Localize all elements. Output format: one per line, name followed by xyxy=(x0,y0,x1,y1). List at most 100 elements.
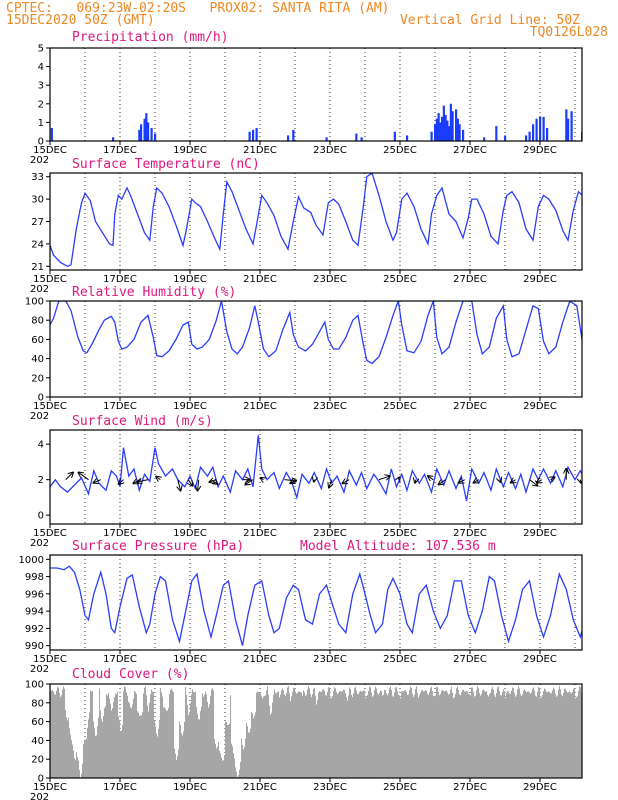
wind-vector xyxy=(137,480,149,482)
cloud-bar xyxy=(255,712,256,778)
cloud-bar xyxy=(346,697,347,778)
cloud-bar xyxy=(415,689,416,778)
x-year-label: 202 xyxy=(30,792,49,800)
cloud-bar xyxy=(137,711,138,778)
cloud-bar xyxy=(81,773,82,778)
cloud-bar xyxy=(397,691,398,778)
cloud-bar xyxy=(307,689,308,778)
cloud-bar xyxy=(453,698,454,778)
cloud-bar xyxy=(237,776,238,778)
precip-bar xyxy=(154,133,157,141)
cloud-bar xyxy=(289,693,290,778)
cloud-bar xyxy=(292,691,293,778)
cloud-bar xyxy=(343,689,344,778)
y-tick-label: 5 xyxy=(38,44,44,55)
cloud-bar xyxy=(394,692,395,778)
panel-frame xyxy=(49,554,583,651)
cloud-bar xyxy=(518,686,519,778)
cloud-bar xyxy=(86,738,87,778)
cloud-bar xyxy=(314,687,315,778)
precip-bar xyxy=(441,116,444,141)
panel-title: Surface Temperature (nC) xyxy=(72,157,260,172)
cloud-bar xyxy=(474,696,475,778)
wind-vector xyxy=(459,480,465,483)
cloud-bar xyxy=(309,688,310,778)
cloud-bar xyxy=(72,744,73,778)
cloud-bar xyxy=(310,693,311,778)
panel-frame xyxy=(49,47,583,142)
cloud-bar xyxy=(540,698,541,778)
cloud-bar xyxy=(549,691,550,778)
cloud-bar xyxy=(360,690,361,778)
precip-bar xyxy=(542,116,545,141)
cloud-bar xyxy=(537,691,538,778)
y-tick-label: 80 xyxy=(31,316,44,327)
cloud-bar xyxy=(386,693,387,778)
cloud-bar xyxy=(223,759,224,778)
cloud-bar xyxy=(246,723,247,778)
cloud-bar xyxy=(299,691,300,778)
cloud-bar xyxy=(247,726,248,778)
cloud-bar xyxy=(535,695,536,778)
cloud-bar xyxy=(563,692,564,778)
x-tick-label: 23DEC xyxy=(313,145,347,156)
cloud-bar xyxy=(556,696,557,778)
cloud-bar xyxy=(562,696,563,778)
cloud-bar xyxy=(519,688,520,778)
cloud-bar xyxy=(354,688,355,778)
cloud-bar xyxy=(241,738,242,778)
cloud-bar xyxy=(566,690,567,778)
cloud-bar xyxy=(405,690,406,778)
x-tick-label: 19DEC xyxy=(173,274,207,285)
cloud-bar xyxy=(92,691,93,778)
precip-bar xyxy=(355,133,358,141)
x-tick-label: 15DEC xyxy=(33,401,67,412)
cloud-bar xyxy=(409,690,410,778)
cloud-bar xyxy=(154,720,155,778)
cloud-bar xyxy=(387,695,388,778)
cloud-bar xyxy=(412,693,413,778)
y-tick-label: 990 xyxy=(25,641,44,652)
cloud-bar xyxy=(139,715,140,778)
cloud-bar xyxy=(352,697,353,778)
cloud-bar xyxy=(231,743,232,778)
cloud-bar xyxy=(205,691,206,778)
cloud-bar xyxy=(515,696,516,778)
y-tick-label: 60 xyxy=(31,717,44,728)
cloud-bar xyxy=(159,719,160,778)
cloud-bar xyxy=(521,696,522,778)
cloud-bar xyxy=(403,691,404,778)
cloud-bar xyxy=(442,689,443,778)
cloud-bar xyxy=(579,686,580,778)
cloud-bar xyxy=(239,769,240,778)
cloud-bar xyxy=(473,692,474,778)
cloud-bar xyxy=(458,689,459,778)
cloud-bar xyxy=(67,720,68,778)
cloud-bar xyxy=(527,691,528,778)
cloud-bar xyxy=(536,696,537,778)
cloud-bar xyxy=(318,692,319,778)
cloud-bar xyxy=(269,705,270,778)
cloud-bar xyxy=(498,686,499,778)
cloud-bar xyxy=(355,687,356,778)
cloud-bar xyxy=(257,691,258,778)
cloud-bar xyxy=(216,748,217,778)
x-tick-label: 29DEC xyxy=(523,274,557,285)
cloud-bar xyxy=(187,705,188,778)
cloud-bar xyxy=(567,692,568,778)
cloud-bar xyxy=(552,690,553,778)
y-tick-label: 0 xyxy=(38,137,44,148)
wind-vector xyxy=(245,479,254,485)
cloud-bar xyxy=(109,698,110,778)
cloud-bar xyxy=(569,691,570,778)
cloud-bar xyxy=(127,695,128,778)
cloud-bar xyxy=(414,694,415,778)
cloud-bar xyxy=(178,749,179,778)
cloud-bar xyxy=(461,692,462,778)
cloud-bar xyxy=(426,690,427,778)
panel-title: Surface Pressure (hPa) xyxy=(72,539,244,554)
cloud-bar xyxy=(469,694,470,778)
series-line xyxy=(50,301,582,365)
cloud-bar xyxy=(367,695,368,778)
wind-vector xyxy=(511,480,516,483)
